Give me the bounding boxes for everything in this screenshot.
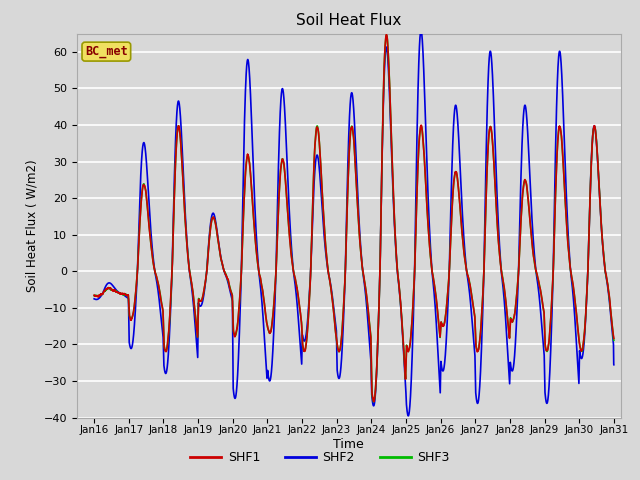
X-axis label: Time: Time	[333, 438, 364, 451]
SHF1	[90, 292, 98, 298]
SHF3	[308, 207, 316, 213]
SHF1	[308, 206, 316, 212]
SHF3	[610, 337, 618, 343]
Y-axis label: Soil Heat Flux ( W/m2): Soil Heat Flux ( W/m2)	[25, 159, 38, 292]
SHF2	[417, 27, 425, 33]
SHF3	[370, 399, 378, 405]
SHF1	[568, 277, 576, 283]
SHF2	[468, 316, 476, 322]
SHF2	[610, 362, 618, 368]
SHF1	[383, 32, 390, 37]
SHF3	[90, 293, 98, 299]
SHF1	[595, 165, 602, 171]
SHF2	[404, 413, 412, 419]
SHF3	[568, 277, 576, 283]
SHF1	[313, 125, 321, 131]
SHF3	[313, 124, 321, 130]
SHF2	[568, 284, 576, 289]
SHF3	[383, 32, 390, 38]
SHF1	[337, 339, 345, 345]
SHF2	[313, 153, 321, 158]
SHF1	[610, 336, 618, 341]
Line: SHF3: SHF3	[94, 35, 614, 402]
SHF1	[370, 398, 378, 404]
Title: Soil Heat Flux: Soil Heat Flux	[296, 13, 401, 28]
SHF3	[468, 294, 476, 300]
SHF2	[90, 296, 98, 302]
SHF3	[595, 166, 602, 171]
SHF3	[337, 340, 345, 346]
Line: SHF2: SHF2	[94, 30, 614, 416]
Legend: SHF1, SHF2, SHF3: SHF1, SHF2, SHF3	[185, 446, 455, 469]
Text: BC_met: BC_met	[85, 45, 128, 58]
SHF2	[595, 167, 602, 173]
SHF2	[337, 362, 345, 368]
Line: SHF1: SHF1	[94, 35, 614, 401]
SHF1	[468, 295, 476, 300]
SHF2	[308, 217, 316, 223]
